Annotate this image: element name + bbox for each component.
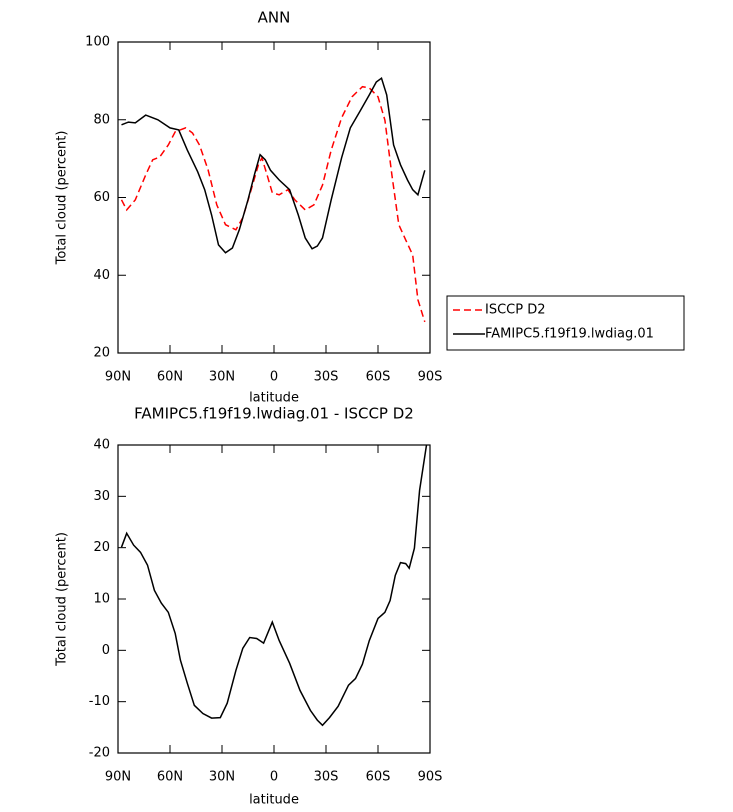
x-tick-label: 30N: [209, 370, 235, 385]
x-tick-label: 60N: [157, 770, 183, 785]
legend-box: [446, 295, 685, 351]
x-axis-label: latitude: [249, 793, 299, 808]
x-axis-label: latitude: [249, 391, 299, 406]
y-tick-label: 40: [93, 268, 110, 283]
x-tick-label: 30N: [209, 770, 235, 785]
y-tick-label: -20: [89, 746, 110, 761]
y-tick-label: 20: [93, 346, 110, 361]
x-tick-label: 90S: [418, 770, 443, 785]
plot-frame: [117, 444, 431, 754]
x-tick-label: 60S: [366, 370, 391, 385]
x-tick-label: 60N: [157, 370, 183, 385]
y-tick-label: 10: [93, 592, 110, 607]
y-axis-label: Total cloud (percent): [55, 131, 70, 266]
y-tick-label: 60: [93, 190, 110, 205]
plot-frame: [117, 41, 431, 354]
chart-title: FAMIPC5.f19f19.lwdiag.01 - ISCCP D2: [134, 405, 414, 423]
y-axis-label: Total cloud (percent): [55, 532, 70, 667]
data-line: [120, 444, 428, 727]
y-tick-label: 100: [85, 35, 110, 50]
chart-title: ANN: [258, 9, 291, 27]
legend-label: ISCCP D2: [485, 303, 546, 318]
y-tick-label: -10: [89, 694, 110, 709]
x-tick-label: 30S: [314, 370, 339, 385]
data-line: [121, 76, 426, 254]
x-tick-label: 90N: [105, 770, 131, 785]
x-tick-label: 0: [270, 370, 278, 385]
y-tick-label: 30: [93, 489, 110, 504]
x-tick-label: 30S: [314, 770, 339, 785]
y-tick-label: 20: [93, 540, 110, 555]
y-tick-label: 80: [93, 112, 110, 127]
y-tick-label: 40: [93, 438, 110, 453]
legend-label: FAMIPC5.f19f19.lwdiag.01: [485, 327, 654, 342]
y-tick-label: 0: [102, 643, 110, 658]
x-tick-label: 90N: [105, 370, 131, 385]
x-tick-label: 0: [270, 770, 278, 785]
x-tick-label: 90S: [418, 370, 443, 385]
x-tick-label: 60S: [366, 770, 391, 785]
data-line: [120, 85, 426, 323]
